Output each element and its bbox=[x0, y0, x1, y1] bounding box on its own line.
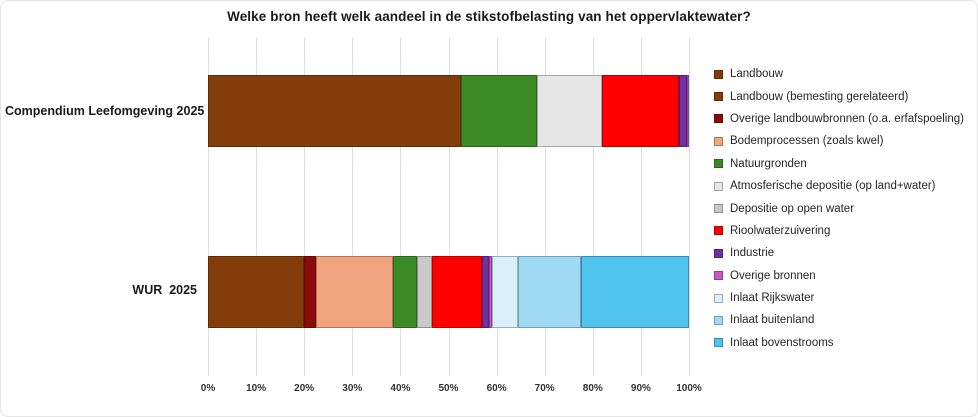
bar-segment bbox=[431, 256, 483, 328]
gridline bbox=[689, 37, 690, 376]
gridline bbox=[304, 37, 306, 376]
legend-color-swatch bbox=[714, 248, 723, 258]
x-tick-label: 0% bbox=[200, 383, 216, 394]
bar-segment bbox=[489, 256, 492, 328]
legend-item: Depositie op open water bbox=[714, 197, 976, 219]
legend-item: Industrie bbox=[714, 242, 976, 264]
legend-label: Inlaat Rijkswater bbox=[730, 292, 815, 305]
legend-item: Landbouw (bemesting gerelateerd) bbox=[714, 85, 976, 107]
bar-segment bbox=[208, 75, 461, 147]
gridline bbox=[256, 37, 258, 376]
x-tick-label: 40% bbox=[390, 383, 411, 394]
gridline bbox=[352, 37, 354, 376]
legend-label: Overige bronnen bbox=[730, 269, 816, 282]
bar-segment bbox=[208, 256, 305, 328]
legend-item: Inlaat Rijkswater bbox=[714, 287, 976, 309]
legend-label: Overige landbouwbronnen (o.a. erfafspoel… bbox=[730, 112, 964, 125]
bar-segment bbox=[316, 256, 394, 328]
bar-segment bbox=[602, 75, 680, 147]
row-label-compendium-leefomgeving-2025: Compendium Leefomgeving 2025 bbox=[5, 104, 205, 118]
legend-label: Natuurgronden bbox=[730, 157, 807, 170]
bar-segment bbox=[686, 75, 689, 147]
legend-item: Natuurgronden bbox=[714, 153, 976, 175]
bar-compendium-leefomgeving-2025 bbox=[208, 75, 689, 147]
legend-label: Inlaat buitenland bbox=[730, 314, 815, 327]
legend-color-swatch bbox=[714, 159, 723, 169]
legend-label: Landbouw (bemesting gerelateerd) bbox=[730, 90, 909, 103]
legend-item: Overige bronnen bbox=[714, 265, 976, 287]
gridline bbox=[544, 37, 546, 376]
x-tick-label: 70% bbox=[534, 383, 555, 394]
legend-label: Inlaat bovenstrooms bbox=[730, 336, 834, 349]
legend-color-swatch bbox=[714, 69, 723, 79]
x-tick-label: 80% bbox=[582, 383, 603, 394]
legend-item: Atmosferische depositie (op land+water) bbox=[714, 175, 976, 197]
legend-label: Depositie op open water bbox=[730, 202, 855, 215]
legend-color-swatch bbox=[714, 226, 723, 236]
legend-label: Landbouw bbox=[730, 68, 784, 81]
bar-segment bbox=[304, 256, 317, 328]
legend: Landbouw Landbouw (bemesting gerelateerd)… bbox=[714, 63, 976, 354]
legend-color-swatch bbox=[714, 293, 723, 303]
x-axis: 0% 10% 20% 30% 40% 50% 60% 70% 80% 90% 100% bbox=[201, 383, 702, 399]
gridline bbox=[592, 37, 594, 376]
row-label-wur-2025: WUR 2025 bbox=[132, 283, 197, 297]
legend-color-swatch bbox=[714, 181, 723, 191]
x-tick-label: 20% bbox=[294, 383, 315, 394]
bar-wur-2025 bbox=[208, 256, 689, 328]
legend-item: Landbouw bbox=[714, 63, 976, 85]
legend-color-swatch bbox=[714, 204, 723, 214]
x-tick-label: 30% bbox=[342, 383, 363, 394]
bar-segment bbox=[537, 75, 603, 147]
legend-item: Inlaat bovenstrooms bbox=[714, 332, 976, 354]
bar-segment bbox=[491, 256, 519, 328]
bar-segment bbox=[417, 256, 432, 328]
legend-label: Atmosferische depositie (op land+water) bbox=[730, 180, 936, 193]
x-tick-label: 90% bbox=[630, 383, 651, 394]
legend-color-swatch bbox=[714, 92, 723, 102]
bar-segment bbox=[679, 75, 687, 147]
x-tick-label: 60% bbox=[486, 383, 507, 394]
legend-label: Industrie bbox=[730, 247, 775, 260]
legend-item: Overige landbouwbronnen (o.a. erfafspoel… bbox=[714, 108, 976, 130]
plot-area bbox=[208, 37, 690, 376]
legend-item: Bodemprocessen (zoals kwel) bbox=[714, 130, 976, 152]
bar-segment bbox=[393, 256, 418, 328]
legend-item: Inlaat buitenland bbox=[714, 309, 976, 331]
legend-label: Rioolwaterzuivering bbox=[730, 224, 831, 237]
gridline bbox=[208, 37, 209, 376]
chart-title: Welke bron heeft welk aandeel in de stik… bbox=[227, 9, 751, 24]
legend-item: Rioolwaterzuivering bbox=[714, 220, 976, 242]
legend-color-swatch bbox=[714, 136, 723, 146]
x-tick-label: 50% bbox=[438, 383, 459, 394]
legend-color-swatch bbox=[714, 114, 723, 124]
gridline bbox=[448, 37, 450, 376]
legend-color-swatch bbox=[714, 315, 723, 325]
bar-segment bbox=[580, 256, 689, 328]
legend-color-swatch bbox=[714, 338, 723, 348]
gridline bbox=[640, 37, 642, 376]
x-tick-label: 10% bbox=[246, 383, 267, 394]
legend-color-swatch bbox=[714, 271, 723, 281]
bar-segment bbox=[518, 256, 581, 328]
x-tick-label: 100% bbox=[676, 383, 702, 394]
gridline bbox=[496, 37, 498, 376]
legend-label: Bodemprocessen (zoals kwel) bbox=[730, 135, 884, 148]
gridline bbox=[400, 37, 402, 376]
bar-segment bbox=[460, 75, 538, 147]
bar-segment bbox=[482, 256, 490, 328]
